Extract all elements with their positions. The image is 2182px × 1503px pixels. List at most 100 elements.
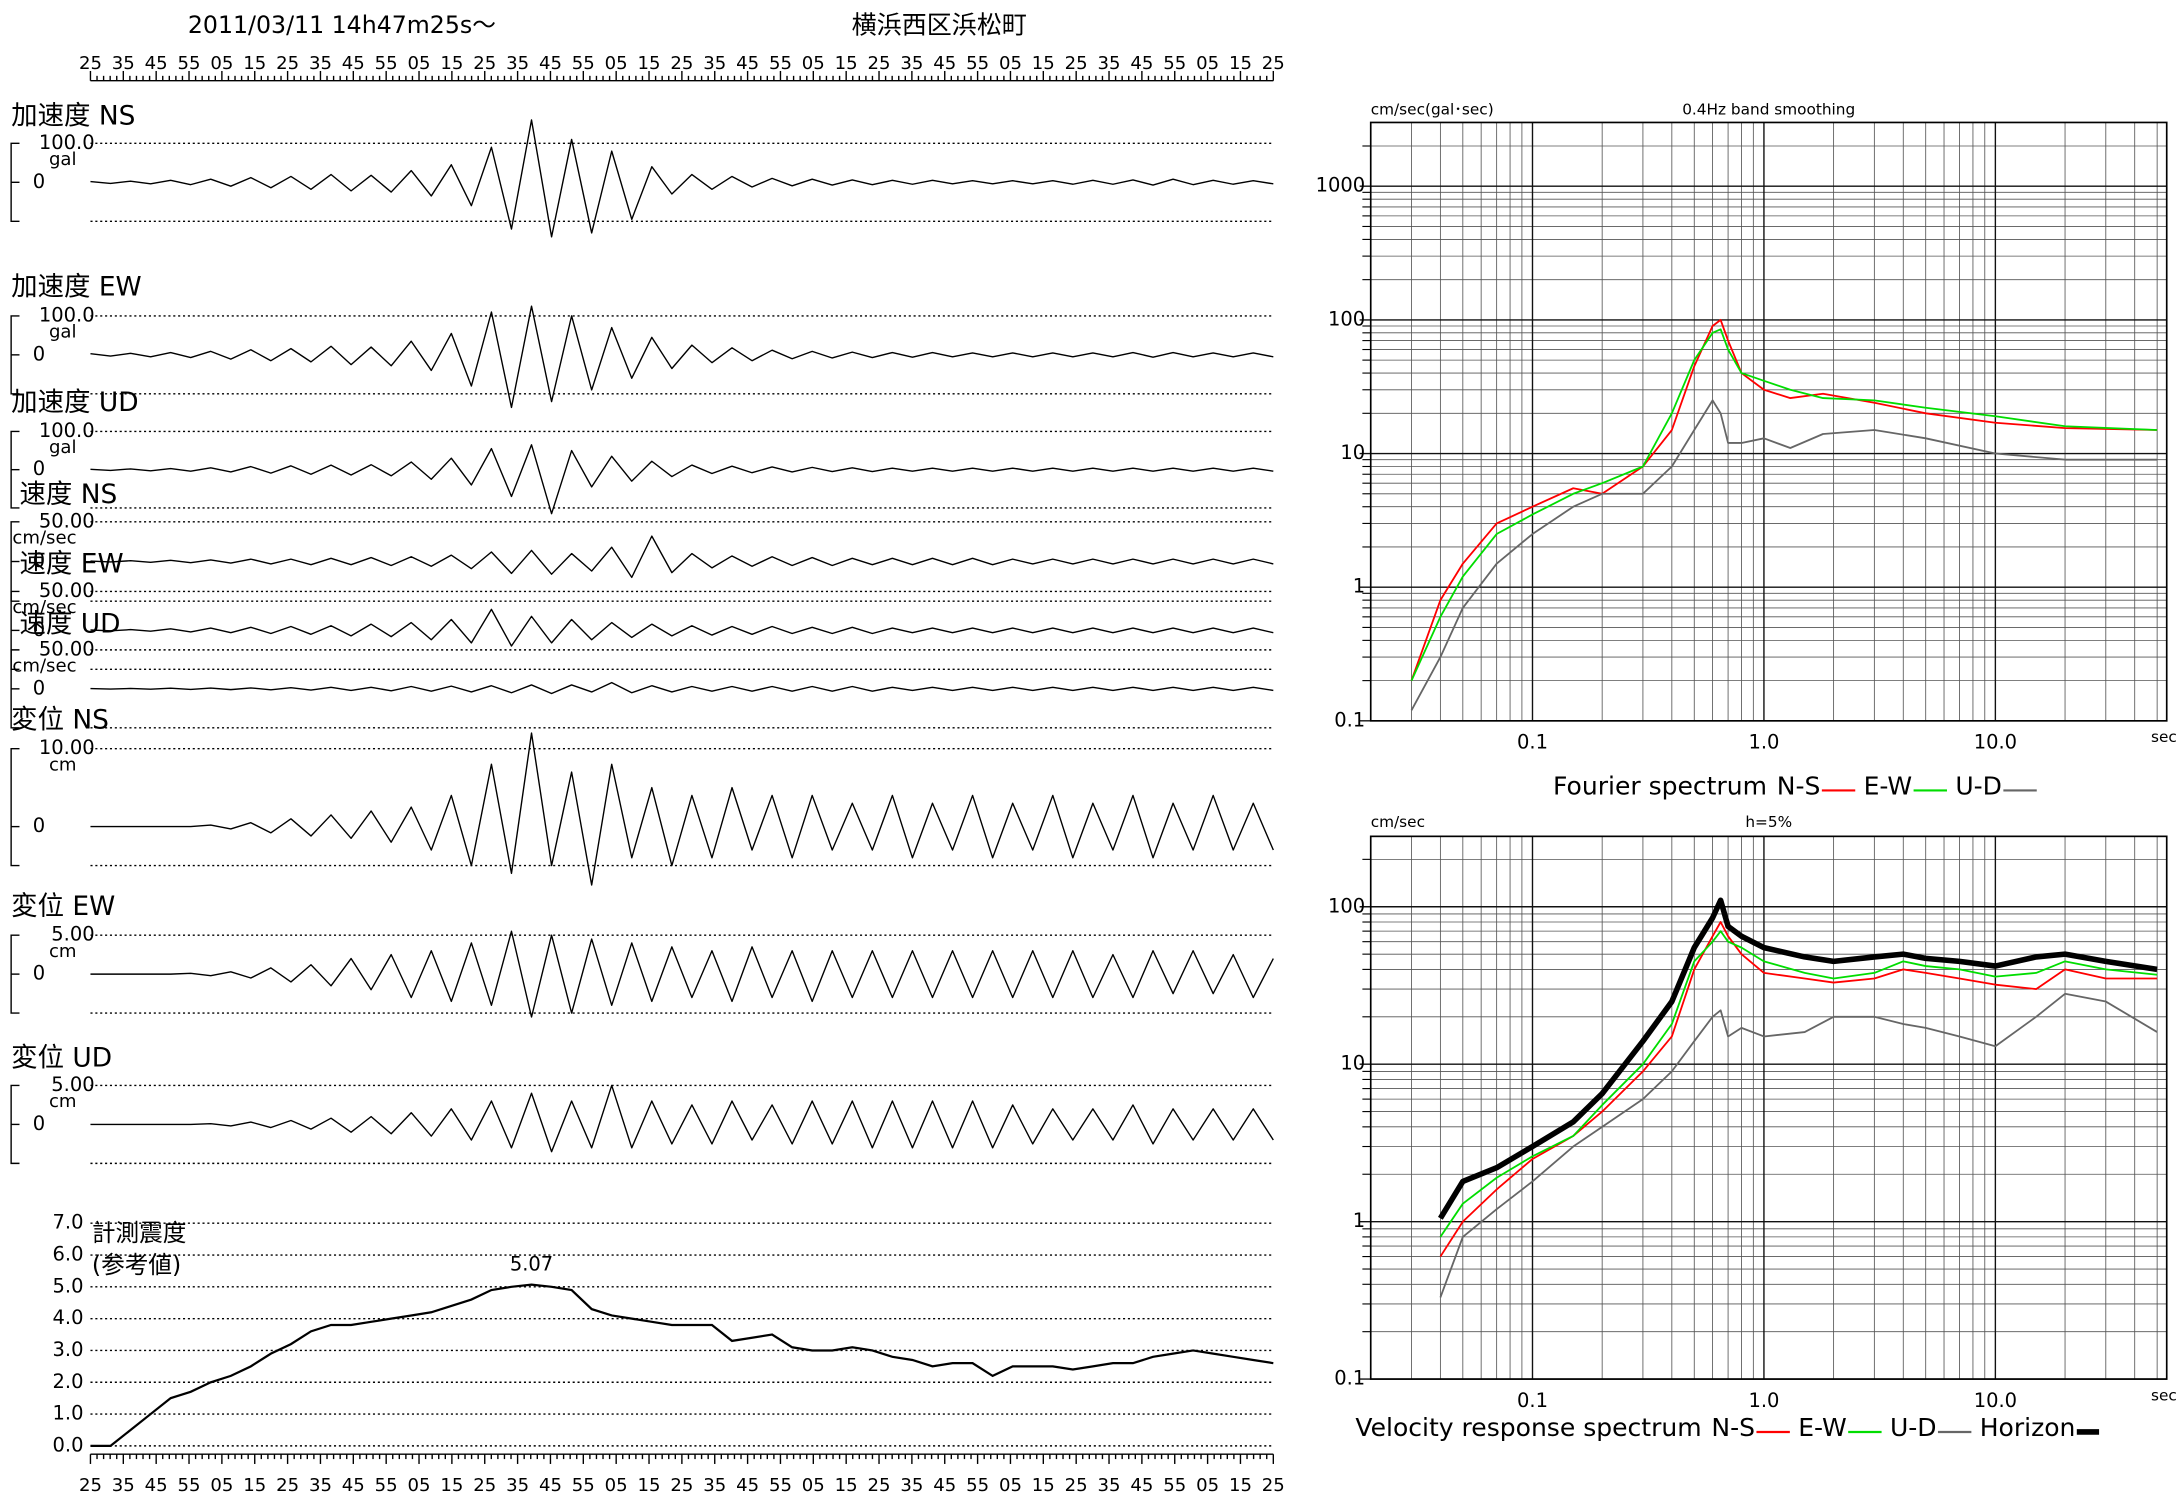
legend-title: Fourier spectrum [1553, 772, 1767, 801]
scale-label: 100.0 [39, 419, 95, 442]
intensity-line [90, 1283, 1274, 1447]
y-tick-label: 5.0 [53, 1274, 84, 1297]
time-tick-label: 35 [703, 53, 726, 74]
unit-label: cm/sec [12, 656, 76, 677]
x-tick-label: 10.0 [1974, 731, 2017, 754]
time-tick-label: 55 [375, 1475, 398, 1496]
spectrum-line [1438, 897, 2158, 1220]
trace-label: 加速度 NS [11, 100, 135, 131]
time-tick-label: 05 [605, 1475, 628, 1496]
x-axis-label: sec [2151, 728, 2177, 746]
time-tick-label: 05 [408, 1475, 431, 1496]
legend-label: Horizon [1980, 1413, 2076, 1442]
y-tick-label: 3.0 [53, 1338, 84, 1361]
time-tick-label: 45 [539, 53, 562, 74]
time-tick-label: 15 [1032, 1475, 1055, 1496]
time-tick-label: 15 [1032, 53, 1055, 74]
y-tick-label: 100 [1328, 307, 1365, 330]
time-tick-label: 55 [769, 1475, 792, 1496]
spectrum-line [1439, 992, 2158, 1298]
time-tick-label: 35 [900, 1475, 923, 1496]
trace-bracket [10, 747, 20, 867]
time-tick-label: 35 [112, 1475, 135, 1496]
location: 横浜西区浜松町 [852, 10, 1027, 39]
time-tick-label: 15 [1229, 1475, 1252, 1496]
y-tick-label: 2.0 [53, 1370, 84, 1393]
time-tick-label: 45 [342, 1475, 365, 1496]
zero-label: 0 [33, 814, 45, 837]
y-tick-label: 0.0 [53, 1433, 84, 1456]
legend-label: U-D [1890, 1413, 1937, 1442]
plot-frame [1369, 835, 2168, 1380]
waveform [90, 1084, 1274, 1153]
spectrum-line [1410, 318, 2158, 681]
time-tick-label: 05 [1196, 1475, 1219, 1496]
time-tick-label: 45 [1130, 53, 1153, 74]
unit-label: cm [49, 754, 77, 775]
unit-label: gal [49, 322, 77, 343]
unit-label: gal [49, 437, 77, 458]
legend-label: E-W [1864, 772, 1913, 801]
legend-label: U-D [1955, 772, 2002, 801]
time-tick-label: 45 [933, 53, 956, 74]
time-tick-label: 25 [79, 1475, 102, 1496]
y-tick-label: 4.0 [53, 1306, 84, 1329]
time-tick-label: 35 [1098, 53, 1121, 74]
chart-subtitle: 0.4Hz band smoothing [1682, 100, 1855, 118]
time-tick-label: 25 [1065, 53, 1088, 74]
x-tick-label: 1.0 [1748, 731, 1779, 754]
waveform [90, 681, 1274, 695]
time-tick-label: 45 [145, 53, 168, 74]
time-tick-label: 35 [900, 53, 923, 74]
root: 2011/03/11 14h47m25s〜 横浜西区浜松町 25 35 45 55 05… [10, 10, 2177, 1496]
zero-label: 0 [33, 549, 45, 572]
y-tick-label: 7.0 [53, 1211, 84, 1234]
chart-subtitle: h=5% [1745, 813, 1792, 831]
time-tick-label: 35 [309, 1475, 332, 1496]
legend-title: Velocity response spectrum [1355, 1413, 1701, 1442]
time-tick-label: 15 [835, 1475, 858, 1496]
x-tick-label: 10.0 [1974, 1389, 2017, 1412]
time-tick-label: 25 [276, 1475, 299, 1496]
waveform [90, 444, 1274, 515]
zero-label: 0 [33, 170, 45, 193]
waveform [90, 930, 1274, 1018]
spectrum-line [1439, 921, 2158, 1258]
waveform [90, 535, 1274, 579]
time-tick-label: 15 [243, 1475, 266, 1496]
y-tick-label: 0.1 [1334, 708, 1365, 731]
y-tick-label: 1 [1353, 1209, 1365, 1232]
unit-label: cm [49, 941, 77, 962]
zero-label: 0 [33, 676, 45, 699]
y-tick-label: 1 [1353, 575, 1365, 598]
time-tick-label: 05 [1196, 53, 1219, 74]
time-tick-label: 25 [670, 53, 693, 74]
time-tick-label: 15 [440, 53, 463, 74]
time-tick-label: 35 [506, 1475, 529, 1496]
scale-label: 50.00 [39, 509, 95, 532]
time-tick-label: 05 [999, 1475, 1022, 1496]
scale-label: 100.0 [39, 303, 95, 326]
waveform [90, 608, 1274, 647]
time-tick-label: 25 [1262, 53, 1285, 74]
x-tick-label: 0.1 [1517, 1389, 1548, 1412]
time-tick-label: 35 [112, 53, 135, 74]
unit-label: cm/sec [12, 597, 76, 618]
unit-label: cm [49, 1091, 77, 1112]
time-tick-label: 35 [309, 53, 332, 74]
trace-label: 加速度 EW [11, 272, 142, 303]
datetime: 2011/03/11 14h47m25s〜 [188, 11, 496, 39]
spectrum-line [1439, 930, 2158, 1238]
time-tick-label: 25 [473, 1475, 496, 1496]
x-tick-label: 0.1 [1517, 731, 1548, 754]
time-tick-label: 05 [408, 53, 431, 74]
trace-label: 速度 UD [19, 608, 120, 639]
zero-label: 0 [33, 457, 45, 480]
time-tick-label: 05 [999, 53, 1022, 74]
y-tick-label: 0.1 [1334, 1367, 1365, 1390]
time-tick-label: 25 [276, 53, 299, 74]
trace-label: 変位 NS [11, 704, 109, 735]
waveform [90, 305, 1274, 409]
zero-label: 0 [33, 962, 45, 985]
